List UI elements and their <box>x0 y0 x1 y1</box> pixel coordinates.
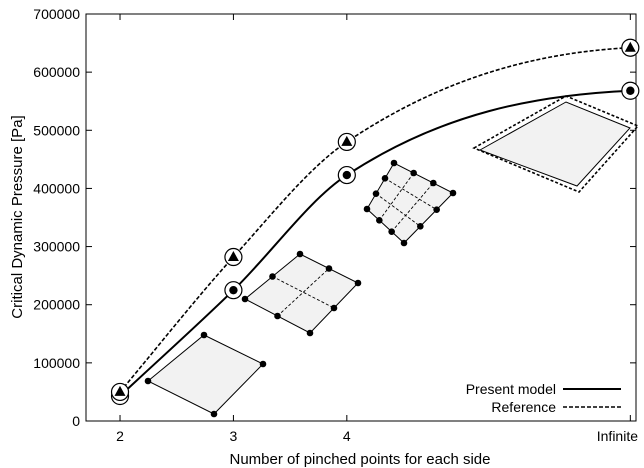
plate-mesh-2-points <box>144 331 267 418</box>
marker-present-model-dot <box>229 285 238 295</box>
pinched-point <box>259 360 267 368</box>
y-tick-label: 0 <box>72 413 80 429</box>
pinched-point <box>306 329 314 337</box>
y-tick-label: 200000 <box>33 297 80 313</box>
x-tick-label: Infinite <box>597 428 638 444</box>
pinched-point <box>390 159 398 167</box>
plate-mesh-illustrations <box>144 95 640 418</box>
legend: Present model Reference <box>466 381 621 415</box>
y-axis-title: Critical Dynamic Pressure [Pa] <box>9 115 26 318</box>
pinched-point <box>144 377 152 385</box>
pinched-point <box>354 279 362 287</box>
pinched-point <box>210 410 218 418</box>
x-tick-label: 2 <box>116 428 124 444</box>
x-axis: 2 3 4 Infinite <box>116 14 638 444</box>
plate-grid-line <box>272 276 335 309</box>
pinched-point <box>430 179 437 187</box>
series-markers <box>110 38 640 406</box>
y-tick-label: 400000 <box>33 180 80 196</box>
pinched-point <box>296 250 304 258</box>
series-lines <box>119 46 631 397</box>
pinched-point <box>410 169 417 177</box>
x-tick-label: 4 <box>343 428 351 444</box>
pinched-point <box>433 206 440 213</box>
plate-mesh-3-points <box>241 250 362 337</box>
plot-frame <box>85 13 637 422</box>
legend-label-reference: Reference <box>491 399 556 415</box>
y-tick-label: 100000 <box>33 355 80 371</box>
pinched-point <box>325 265 333 272</box>
plate-outline <box>366 162 454 244</box>
plate-mesh-4-points <box>363 159 457 247</box>
series-line-reference <box>119 46 631 393</box>
marker-present-model-dot <box>626 86 635 95</box>
plate-grid-line <box>375 193 421 227</box>
y-tick-label: 700000 <box>33 6 80 22</box>
pinched-point <box>241 295 249 303</box>
pinched-point <box>417 223 424 230</box>
legend-label-present-model: Present model <box>466 381 556 397</box>
pinched-point <box>330 304 338 312</box>
pinched-point <box>200 331 208 339</box>
pinched-point <box>274 312 281 320</box>
marker-reference-triangle <box>624 41 636 52</box>
plate-outline <box>478 101 631 187</box>
marker-reference-triangle <box>341 135 353 146</box>
marker-present-model-dot <box>342 170 352 180</box>
series-line-present-model <box>119 89 631 397</box>
y-axis: 0 100000 200000 300000 400000 500000 600000 700… <box>33 6 636 429</box>
pinched-point <box>363 205 371 213</box>
plate-mesh-infinite-points <box>472 95 640 193</box>
pinched-point <box>381 175 389 182</box>
x-tick-label: 3 <box>230 428 238 444</box>
x-axis-title: Number of pinched points for each side <box>230 451 491 468</box>
plate-grid-line <box>384 177 437 211</box>
pinched-point <box>388 228 395 235</box>
marker-reference-triangle <box>227 251 239 261</box>
pinched-point <box>269 273 276 280</box>
y-tick-label: 300000 <box>33 239 80 255</box>
plate-outline <box>147 334 264 415</box>
pinched-point <box>449 189 457 197</box>
pinched-point <box>400 239 408 247</box>
y-tick-label: 600000 <box>33 64 80 80</box>
plate-support-outline <box>472 95 640 193</box>
pinched-point <box>376 217 383 224</box>
y-tick-label: 500000 <box>33 122 80 138</box>
marker-reference-triangle <box>114 385 126 396</box>
pinched-point <box>372 190 380 197</box>
plate-grid-line <box>277 268 330 317</box>
plate-grid-line <box>391 182 434 232</box>
